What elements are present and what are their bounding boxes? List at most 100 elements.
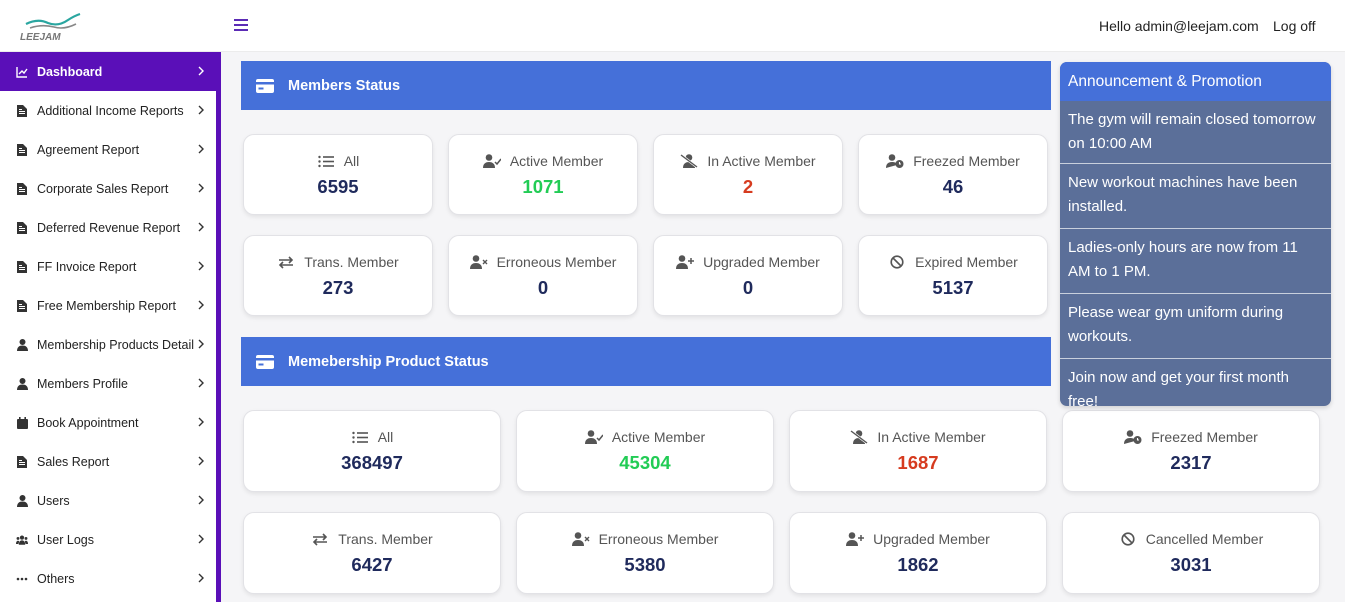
user-plus-icon (676, 254, 695, 270)
chevron-right-icon (196, 572, 206, 584)
sidebar-item-additional-income-reports[interactable]: Additional Income Reports (0, 91, 216, 130)
sidebar-item-members-profile[interactable]: Members Profile (0, 364, 216, 403)
ellipsis-icon (16, 573, 28, 585)
stat-card-all[interactable]: All 368497 (243, 410, 501, 492)
stat-card-freezed-member[interactable]: Freezed Member 2317 (1062, 410, 1320, 492)
stat-card-erroneous-member[interactable]: Erroneous Member 5380 (516, 512, 774, 594)
stat-card-upgraded-member[interactable]: Upgraded Member 0 (653, 235, 843, 316)
stat-label: Trans. Member (338, 531, 433, 547)
chevron-right-icon (196, 299, 206, 311)
sidebar-item-agreement-report[interactable]: Agreement Report (0, 130, 216, 169)
file-icon (16, 104, 28, 117)
user-clock-icon (1124, 429, 1142, 445)
stat-value: 5380 (624, 554, 666, 575)
stat-value: 368497 (341, 452, 403, 473)
sidebar-item-label: Book Appointment (37, 415, 139, 430)
top-header: LEEJAM Hello admin@leejam.com Log off (0, 0, 1345, 52)
user-times-icon (469, 254, 488, 270)
sidebar-item-label: Membership Products Detail (37, 337, 195, 352)
announcement-item: New workout machines have been installed… (1060, 164, 1331, 229)
chevron-right-icon (196, 143, 206, 155)
stat-value: 6595 (317, 176, 359, 197)
sidebar-item-ff-invoice-report[interactable]: FF Invoice Report (0, 247, 216, 286)
credit-card-icon (256, 78, 274, 93)
sidebar-item-free-membership-report[interactable]: Free Membership Report (0, 286, 216, 325)
stat-card-trans-member[interactable]: Trans. Member 6427 (243, 512, 501, 594)
ban-icon (888, 254, 906, 270)
stat-value: 3031 (1170, 554, 1212, 575)
announcement-item: Ladies-only hours are now from 11 AM to … (1060, 229, 1331, 294)
stat-label: Freezed Member (913, 153, 1020, 169)
stat-label: In Active Member (707, 153, 816, 169)
sidebar-item-label: FF Invoice Report (37, 259, 137, 274)
sidebar-item-sales-report[interactable]: Sales Report (0, 442, 216, 481)
stat-label: Active Member (611, 429, 706, 445)
sidebar-item-label: Users (37, 493, 70, 508)
sidebar-item-membership-products-detail[interactable]: Membership Products Detail (0, 325, 216, 364)
stat-card-in-active-member[interactable]: In Active Member 2 (653, 134, 843, 215)
stat-card-expired-member[interactable]: Expired Member 5137 (858, 235, 1048, 316)
user-clock-icon (886, 153, 904, 169)
stat-card-cancelled-member[interactable]: Cancelled Member 3031 (1062, 512, 1320, 594)
chevron-right-icon (196, 416, 206, 428)
leejam-logo[interactable]: LEEJAM (18, 10, 84, 43)
user-slash-icon (850, 429, 869, 445)
sidebar-item-label: User Logs (37, 532, 94, 547)
stat-card-erroneous-member[interactable]: Erroneous Member 0 (448, 235, 638, 316)
stat-value: 0 (537, 277, 549, 298)
stat-card-trans-member[interactable]: Trans. Member 273 (243, 235, 433, 316)
stat-label: All (377, 429, 394, 445)
stat-label: Erroneous Member (598, 531, 719, 547)
sidebar-item-corporate-sales-report[interactable]: Corporate Sales Report (0, 169, 216, 208)
stat-value: 5137 (932, 277, 974, 298)
stat-label: Expired Member (915, 254, 1018, 270)
sidebar-item-label: Dashboard (37, 64, 103, 79)
file-icon (16, 221, 28, 234)
user-check-icon (482, 153, 501, 169)
chevron-right-icon (196, 338, 206, 350)
stat-card-in-active-member[interactable]: In Active Member 1687 (789, 410, 1047, 492)
chevron-right-icon (196, 260, 206, 272)
exchange-icon (311, 531, 329, 547)
sidebar-item-label: Agreement Report (37, 142, 140, 157)
user-icon (16, 377, 28, 390)
stat-card-active-member[interactable]: Active Member 45304 (516, 410, 774, 492)
users-icon (16, 534, 28, 546)
stat-value: 45304 (619, 452, 671, 473)
stat-card-active-member[interactable]: Active Member 1071 (448, 134, 638, 215)
user-slash-icon (680, 153, 699, 169)
sidebar-item-dashboard[interactable]: Dashboard (0, 52, 216, 91)
stat-card-upgraded-member[interactable]: Upgraded Member 1862 (789, 512, 1047, 594)
sidebar-item-label: Additional Income Reports (37, 103, 184, 118)
stat-label: Active Member (509, 153, 604, 169)
sidebar-item-book-appointment[interactable]: Book Appointment (0, 403, 216, 442)
announcement-item: Join now and get your first month free! (1060, 359, 1331, 406)
stat-value: 6427 (351, 554, 393, 575)
sidebar-item-label: Deferred Revenue Report (37, 220, 181, 235)
chevron-right-icon (196, 455, 206, 467)
stat-card-freezed-member[interactable]: Freezed Member 46 (858, 134, 1048, 215)
stat-label: Trans. Member (304, 254, 399, 270)
stat-label: Erroneous Member (496, 254, 617, 270)
stat-label: In Active Member (877, 429, 986, 445)
stat-card-all[interactable]: All 6595 (243, 134, 433, 215)
announcement-item: The gym will remain closed tomorrow on 1… (1060, 101, 1331, 164)
sidebar-item-users[interactable]: Users (0, 481, 216, 520)
sidebar-item-label: Free Membership Report (37, 298, 176, 313)
stat-value: 46 (942, 176, 964, 197)
file-icon (16, 143, 28, 156)
stat-value: 0 (742, 277, 754, 298)
menu-toggle-icon[interactable] (234, 16, 250, 34)
user-greeting: Hello admin@leejam.com (1099, 18, 1259, 34)
stat-label: Upgraded Member (873, 531, 990, 547)
chevron-right-icon (196, 65, 206, 77)
file-icon (16, 182, 28, 195)
user-check-icon (584, 429, 603, 445)
logoff-link[interactable]: Log off (1273, 18, 1316, 34)
chevron-right-icon (196, 221, 206, 233)
user-plus-icon (846, 531, 865, 547)
sidebar-item-deferred-revenue-report[interactable]: Deferred Revenue Report (0, 208, 216, 247)
announcement-panel[interactable]: Announcement & Promotion The gym will re… (1060, 62, 1331, 406)
sidebar-item-user-logs[interactable]: User Logs (0, 520, 216, 559)
sidebar-item-others[interactable]: Others (0, 559, 216, 598)
